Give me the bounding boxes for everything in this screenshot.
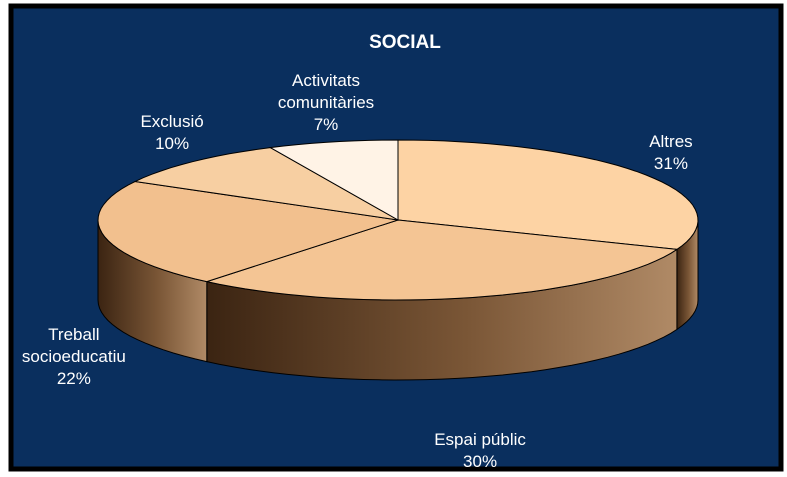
data-label: Espai públic 30% xyxy=(405,429,555,473)
slice xyxy=(268,139,399,221)
chart-title: SOCIAL xyxy=(369,32,441,53)
slice xyxy=(133,147,399,221)
value-label: 31% xyxy=(653,153,688,173)
data-label: Treball socioeducatiu 22% xyxy=(0,324,149,390)
data-label: Altres 31% xyxy=(596,131,746,175)
value-label: 10% xyxy=(155,133,190,153)
category-label: Espai públic xyxy=(434,430,526,450)
slice xyxy=(204,219,679,301)
value-label: 22% xyxy=(56,369,91,389)
slice xyxy=(397,139,699,250)
category-label: Treball socioeducatiu xyxy=(21,325,126,367)
value-label: 7% xyxy=(313,114,339,134)
value-label: 30% xyxy=(463,452,498,472)
data-label: Exclusió 10% xyxy=(97,111,247,155)
category-label: Exclusió xyxy=(140,111,204,131)
slice xyxy=(97,180,399,283)
pie xyxy=(97,139,699,381)
category-label: Activitats comunitàries xyxy=(277,70,375,112)
data-label: Activitats comunitàries 7% xyxy=(251,70,401,136)
category-label: Altres xyxy=(649,131,693,151)
